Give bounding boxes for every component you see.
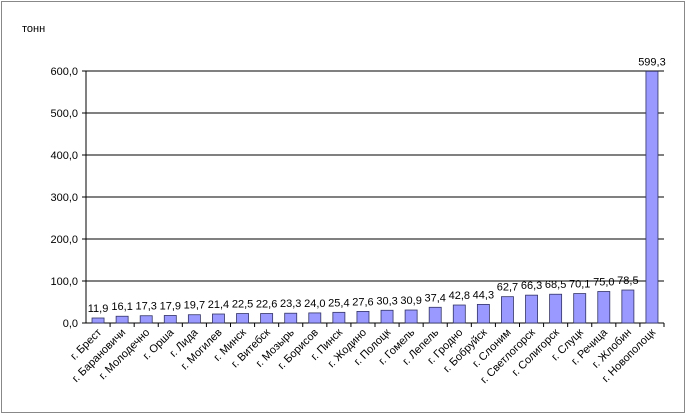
value-label: 30,3 xyxy=(376,295,397,307)
bar xyxy=(356,311,370,324)
bar xyxy=(284,312,298,324)
value-label: 37,4 xyxy=(424,292,445,304)
value-label: 21,4 xyxy=(208,299,229,311)
value-label: 62,7 xyxy=(497,282,518,294)
value-label: 30,9 xyxy=(400,295,421,307)
bar xyxy=(428,306,442,324)
bar xyxy=(621,289,635,324)
bar xyxy=(212,313,225,324)
bar xyxy=(115,315,129,324)
value-label: 25,4 xyxy=(328,297,349,309)
value-label: 44,3 xyxy=(473,289,494,301)
bar xyxy=(476,303,490,324)
y-tick-label: 400,0 xyxy=(50,150,78,162)
value-label: 22,6 xyxy=(256,299,277,311)
value-label: 75,0 xyxy=(593,277,614,289)
value-label: 42,8 xyxy=(449,290,470,302)
y-tick-label: 600,0 xyxy=(50,66,78,78)
bar xyxy=(332,311,346,324)
bar xyxy=(91,317,105,324)
value-label: 27,6 xyxy=(352,296,373,308)
bar xyxy=(525,294,538,324)
bar xyxy=(380,309,394,324)
value-label: 24,0 xyxy=(304,298,325,310)
bar xyxy=(139,315,153,324)
value-label: 16,1 xyxy=(111,301,132,313)
value-label: 17,9 xyxy=(160,300,181,312)
value-label: 17,3 xyxy=(135,301,156,313)
bar xyxy=(549,293,563,324)
bar xyxy=(573,293,587,324)
value-label: 68,5 xyxy=(545,279,566,291)
y-tick-label: 500,0 xyxy=(50,108,78,120)
y-tick-label: 100,0 xyxy=(50,276,78,288)
bar xyxy=(260,313,274,324)
bar xyxy=(163,315,177,324)
bar xyxy=(597,291,611,324)
bar xyxy=(645,70,659,324)
bar xyxy=(236,313,249,324)
value-label: 70,1 xyxy=(569,279,590,291)
y-axis-label: тонн xyxy=(22,23,45,35)
value-label: 22,5 xyxy=(232,299,253,311)
y-tick-label: 0,0 xyxy=(63,318,78,330)
value-label: 23,3 xyxy=(280,298,301,310)
bar xyxy=(404,309,418,324)
y-tick-label: 200,0 xyxy=(50,234,78,246)
value-label: 11,9 xyxy=(88,303,109,315)
value-label: 19,7 xyxy=(184,300,205,312)
y-tick-label: 300,0 xyxy=(50,192,78,204)
value-label: 599,3 xyxy=(638,56,666,68)
value-label: 66,3 xyxy=(521,280,542,292)
value-label: 78,5 xyxy=(617,275,638,287)
bar xyxy=(501,296,514,324)
bar xyxy=(308,312,322,324)
bar xyxy=(187,314,201,324)
bar xyxy=(452,304,466,324)
